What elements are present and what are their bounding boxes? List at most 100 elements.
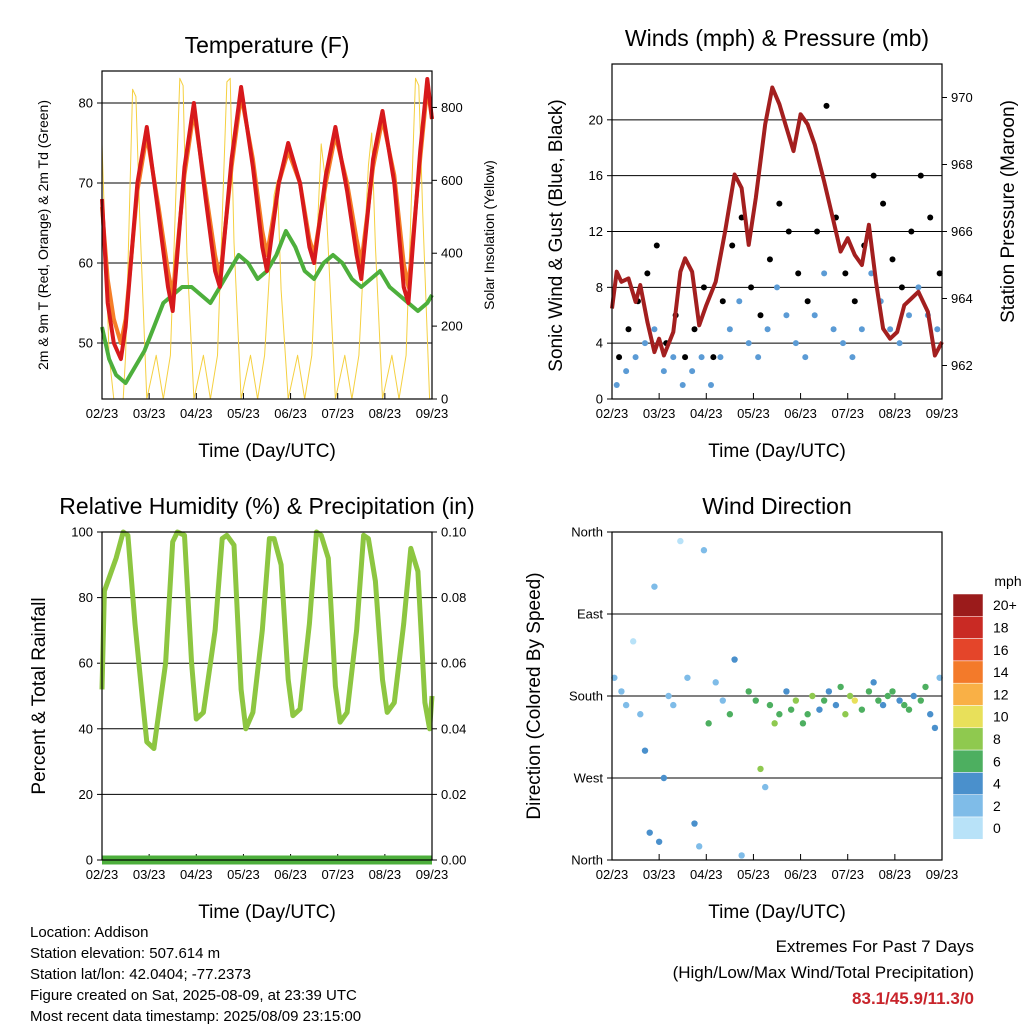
x-tick-label: 04/23 [690, 867, 723, 882]
x-axis-label: Time (Day/UTC) [708, 902, 846, 923]
direction-point [651, 583, 658, 590]
wind-point [906, 312, 912, 319]
y-right-tick-label: 0.02 [441, 787, 466, 802]
y-tick-label: South [569, 689, 603, 704]
wind-point [755, 354, 762, 361]
y-tick-label: 20 [79, 787, 93, 802]
direction-point [936, 674, 943, 681]
solar-insolation-line [101, 77, 432, 400]
station-info: Location: Addison Station elevation: 507… [30, 922, 361, 1027]
direction-point [719, 697, 726, 704]
gust-point [804, 298, 811, 305]
pressure-line [610, 85, 944, 358]
temp-2m-line [100, 77, 434, 361]
y-tick-label: West [574, 771, 604, 786]
y-right-tick-label: 0.08 [441, 590, 466, 605]
gust-point [682, 354, 689, 361]
direction-point [660, 774, 668, 782]
direction-point [646, 829, 653, 836]
x-tick-label: 02/23 [596, 867, 629, 882]
gust-point [757, 312, 764, 319]
wind-point [726, 326, 733, 333]
y-right-tick-label: 968 [951, 157, 973, 172]
x-tick-label: 03/23 [133, 867, 166, 882]
direction-point [670, 701, 677, 709]
legend-swatch [952, 772, 984, 795]
direction-point [776, 711, 783, 718]
wind-point [764, 326, 771, 333]
gust-point [776, 200, 783, 207]
wind-point [830, 326, 837, 333]
panel-title: Temperature (F) [185, 32, 350, 58]
direction-point [889, 688, 896, 695]
legend-label: 0 [993, 820, 1001, 836]
gust-point [748, 284, 755, 291]
direction-point [865, 688, 873, 695]
y-tick-label: 100 [71, 525, 93, 540]
direction-point [917, 697, 924, 704]
gust-point [870, 172, 877, 179]
direction-point [757, 765, 764, 773]
x-axis-label: Time (Day/UTC) [198, 441, 336, 462]
direction-point [731, 656, 738, 663]
gust-point [785, 228, 792, 235]
direction-point [618, 688, 625, 695]
gust-point [653, 242, 660, 249]
legend-label: 14 [993, 664, 1009, 680]
x-tick-label: 09/23 [416, 406, 449, 421]
direction-point [858, 706, 866, 713]
station-location: Location: Addison [30, 924, 149, 941]
gust-point [880, 200, 887, 207]
wind-point [840, 340, 846, 347]
direction-point [766, 701, 774, 709]
x-tick-label: 06/23 [784, 406, 817, 421]
y-tick-label: 80 [79, 590, 93, 605]
y-right-tick-label: 600 [441, 173, 463, 188]
direction-point [622, 701, 630, 709]
legend-swatch [952, 705, 984, 729]
y-tick-label: 20 [589, 112, 603, 127]
legend-swatch [952, 816, 984, 840]
y-right-tick-label: 400 [441, 246, 463, 261]
direction-point [705, 720, 712, 727]
direction-point [922, 683, 929, 691]
wind-point [915, 284, 922, 291]
direction-point [726, 711, 734, 718]
panel-title: Relative Humidity (%) & Precipitation (i… [59, 493, 474, 519]
direction-point [792, 697, 800, 704]
y-right-axis-label: Solar Insolation (Yellow) [481, 160, 497, 310]
x-tick-label: 02/23 [86, 406, 119, 421]
wind-point [736, 298, 743, 305]
y-tick-label: 60 [79, 656, 93, 671]
direction-point [684, 674, 691, 681]
wind-point [679, 382, 686, 389]
y-right-axis-label: Station Pressure (Maroon) [998, 100, 1019, 323]
plot-frame [101, 531, 433, 861]
direction-point [905, 706, 913, 713]
y-right-tick-label: 800 [441, 100, 463, 115]
legend-title: mph [994, 573, 1021, 589]
plot-frame [611, 63, 943, 400]
gust-point [823, 102, 830, 109]
x-tick-label: 07/23 [831, 406, 864, 421]
y-tick-label: 0 [86, 853, 93, 868]
gust-point [625, 326, 632, 333]
y-right-tick-label: 200 [441, 319, 463, 334]
y-axis-label: Direction (Colored By Speed) [524, 572, 545, 819]
legend-swatch [952, 749, 984, 773]
x-tick-label: 06/23 [784, 867, 817, 882]
direction-point [641, 747, 649, 754]
gust-point [898, 284, 905, 291]
extremes-legend: (High/Low/Max Wind/Total Precipitation) [672, 963, 974, 982]
legend-swatch [952, 727, 984, 751]
direction-point [931, 724, 939, 732]
y-axis-label: Sonic Wind & Gust (Blue, Black) [546, 99, 567, 371]
recent-timestamp: Most recent data timestamp: 2025/08/09 2… [30, 1008, 362, 1025]
direction-point [816, 706, 823, 713]
direction-point [655, 838, 663, 845]
x-tick-label: 08/23 [879, 406, 912, 421]
legend-swatch [952, 616, 984, 639]
gust-point [795, 270, 802, 277]
station-latlon: Station lat/lon: 42.0404; -77.2373 [30, 966, 252, 983]
direction-point [787, 706, 795, 713]
